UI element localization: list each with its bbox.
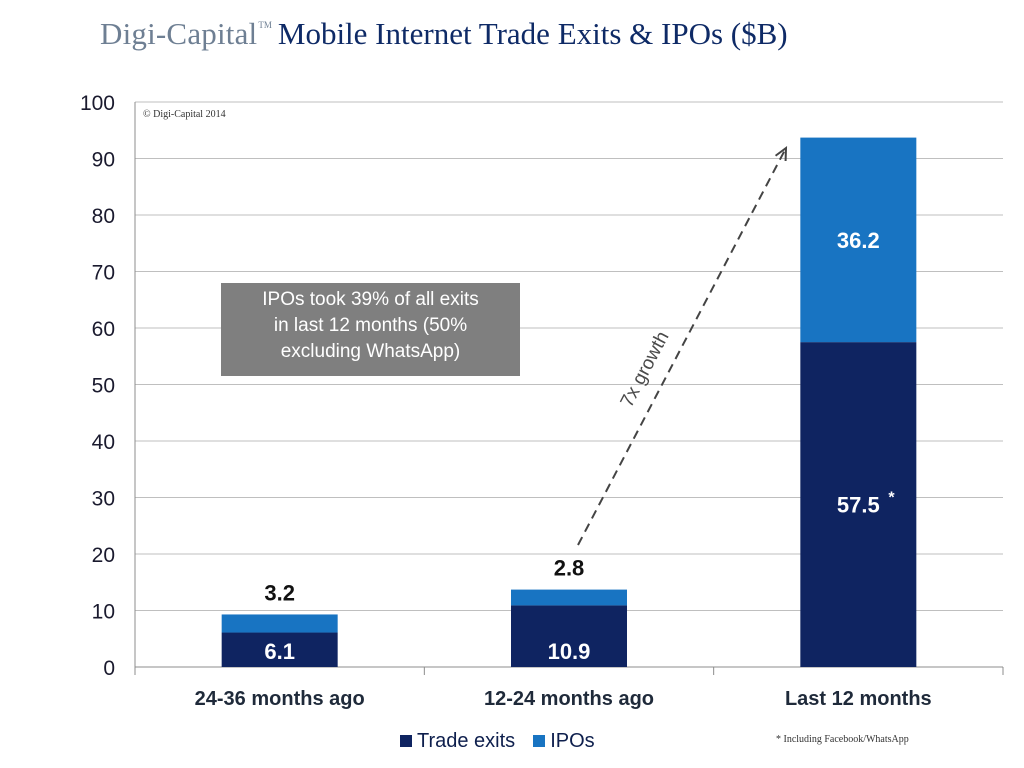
legend-item-ipos: IPOs bbox=[533, 729, 595, 753]
y-tick-label: 20 bbox=[92, 544, 115, 567]
x-tick-label: 12-24 months ago bbox=[484, 688, 654, 710]
legend-label-ipos: IPOs bbox=[550, 729, 595, 752]
callout-line-2: in last 12 months (50% bbox=[273, 315, 468, 336]
footnote: * Including Facebook/WhatsApp bbox=[776, 734, 909, 745]
y-tick-label: 80 bbox=[92, 205, 115, 228]
data-label-ipos: 36.2 bbox=[837, 228, 880, 253]
y-tick-label: 70 bbox=[92, 262, 115, 285]
x-tick-label: 24-36 months ago bbox=[195, 688, 365, 710]
bar-ipos bbox=[800, 137, 917, 343]
bar-ipos bbox=[511, 589, 627, 606]
bar-ipos bbox=[221, 614, 338, 633]
data-label-trade-exits: 10.9 bbox=[548, 639, 591, 664]
y-tick-label: 0 bbox=[103, 657, 115, 680]
y-tick-label: 90 bbox=[92, 149, 115, 172]
growth-arrow-head bbox=[774, 145, 788, 162]
y-tick-label: 100 bbox=[80, 92, 115, 115]
y-tick-label: 10 bbox=[92, 601, 115, 624]
callout-line-1: IPOs took 39% of all exits bbox=[262, 289, 479, 310]
legend-item-trade-exits: Trade exits bbox=[400, 730, 515, 753]
y-tick-label: 30 bbox=[92, 488, 115, 511]
legend-label-trade-exits: Trade exits bbox=[417, 729, 516, 752]
title-text: Mobile Internet Trade Exits & IPOs ($B) bbox=[277, 16, 788, 51]
growth-arrow-line bbox=[577, 147, 787, 546]
data-label-trade-exits: 6.1 bbox=[264, 639, 295, 664]
callout-line-3: excluding WhatsApp) bbox=[280, 341, 461, 362]
bar-trade-exits bbox=[800, 342, 917, 667]
copyright-label: © Digi-Capital 2014 bbox=[143, 109, 226, 120]
bar-trade-exits bbox=[511, 605, 627, 667]
ipo-share-callout: IPOs took 39% of all exits in last 12 mo… bbox=[221, 283, 520, 376]
bar-trade-exits bbox=[221, 632, 338, 667]
chart-title: Digi-CapitalTM Mobile Internet Trade Exit… bbox=[100, 16, 1000, 62]
growth-label: 7x growth bbox=[617, 328, 674, 411]
y-tick-label: 50 bbox=[92, 375, 115, 398]
brand-logo: Digi-Capital bbox=[100, 16, 258, 51]
y-tick-label: 40 bbox=[92, 431, 115, 454]
y-tick-label: 60 bbox=[92, 318, 115, 341]
data-label-trade-exits: 57.5 bbox=[837, 493, 880, 518]
x-tick-label: Last 12 months bbox=[785, 688, 932, 710]
legend-swatch-ipos bbox=[533, 735, 546, 747]
trademark-mark: TM bbox=[258, 20, 272, 30]
legend-swatch-trade-exits bbox=[400, 735, 412, 747]
data-label-ipos: 3.2 bbox=[264, 580, 295, 605]
data-label-asterisk: * bbox=[888, 490, 895, 507]
legend: Trade exits IPOs bbox=[400, 728, 613, 754]
data-label-ipos: 2.8 bbox=[554, 556, 585, 581]
